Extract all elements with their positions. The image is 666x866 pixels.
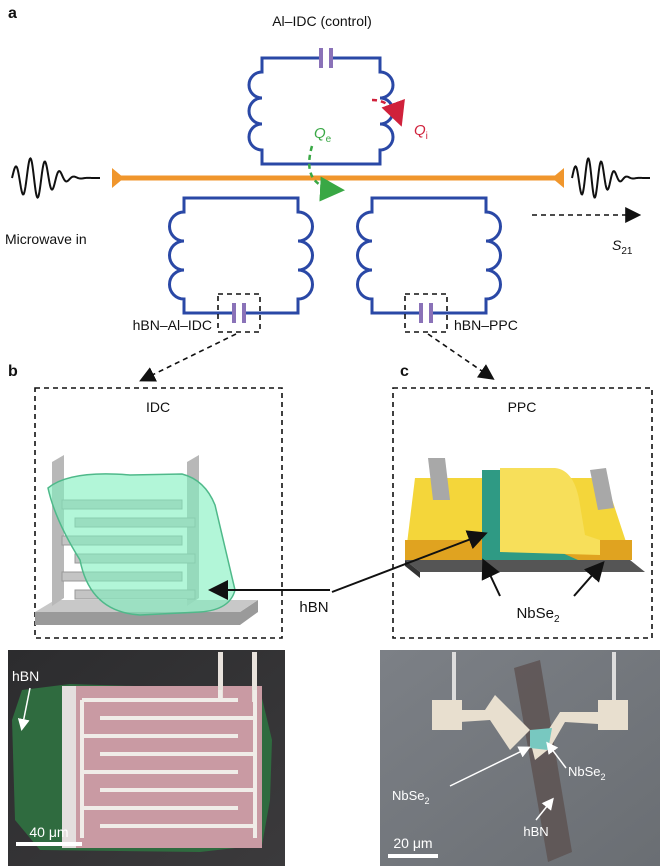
output-label: S21 bbox=[612, 237, 633, 257]
resonator-label: hBN–Al–IDC bbox=[133, 317, 212, 333]
panel-box bbox=[34, 387, 283, 639]
input-wave bbox=[11, 157, 101, 199]
scale-label: 20 μm bbox=[393, 835, 432, 851]
symbol: NbSe bbox=[392, 788, 425, 803]
symbol: Q bbox=[314, 125, 326, 142]
photo-arrow bbox=[449, 746, 531, 787]
photo-label: NbSe2 bbox=[568, 764, 606, 782]
input-label: Microwave in bbox=[5, 231, 87, 247]
photo-arrow bbox=[17, 687, 31, 731]
symbol: Q bbox=[414, 122, 426, 139]
feedline-end bbox=[552, 168, 564, 188]
symbol: NbSe bbox=[516, 605, 554, 622]
ppc-sketch bbox=[405, 458, 645, 578]
output-wave bbox=[571, 157, 651, 199]
subscript: 2 bbox=[425, 796, 430, 806]
subscript: e bbox=[326, 134, 332, 145]
resonator-label: Al–IDC (control) bbox=[272, 13, 372, 29]
zoom-box bbox=[217, 293, 261, 333]
panel-label: b bbox=[8, 363, 18, 380]
panel-label: c bbox=[400, 363, 409, 380]
qe-arrow bbox=[307, 145, 345, 202]
qi-label: Qi bbox=[414, 122, 428, 142]
resonator bbox=[356, 196, 502, 315]
zoom-arrow bbox=[139, 333, 237, 382]
feedline-end bbox=[112, 168, 124, 188]
resonators bbox=[168, 48, 502, 323]
zoom-arrow bbox=[427, 333, 495, 380]
qi-arrow bbox=[371, 98, 405, 127]
zoom-box bbox=[404, 293, 448, 333]
hbn-label: hBN bbox=[299, 599, 328, 616]
subscript: 21 bbox=[621, 246, 633, 257]
scale-label: 40 μm bbox=[29, 824, 68, 840]
symbol: NbSe bbox=[568, 764, 601, 779]
idc-sketch bbox=[35, 455, 258, 625]
subscript: 2 bbox=[554, 614, 560, 625]
nbse2-label: NbSe2 bbox=[516, 605, 560, 625]
photo-label: NbSe2 bbox=[392, 788, 430, 806]
panel-label: a bbox=[8, 5, 17, 22]
resonator bbox=[247, 56, 395, 166]
micrograph-content bbox=[12, 652, 272, 852]
subscript: i bbox=[426, 131, 428, 142]
panel-title: IDC bbox=[146, 399, 170, 415]
photo-label: hBN bbox=[12, 668, 39, 684]
panel-box bbox=[392, 387, 653, 639]
photo-arrow bbox=[546, 741, 567, 769]
resonator bbox=[168, 196, 314, 315]
photo-arrow bbox=[535, 797, 554, 821]
symbol: S bbox=[612, 237, 622, 253]
photo-label: hBN bbox=[523, 824, 548, 839]
pointer-arrows bbox=[208, 530, 605, 600]
subscript: 2 bbox=[601, 772, 606, 782]
resonator-label: hBN–PPC bbox=[454, 317, 518, 333]
panel-title: PPC bbox=[508, 399, 537, 415]
qe-label: Qe bbox=[314, 125, 332, 145]
